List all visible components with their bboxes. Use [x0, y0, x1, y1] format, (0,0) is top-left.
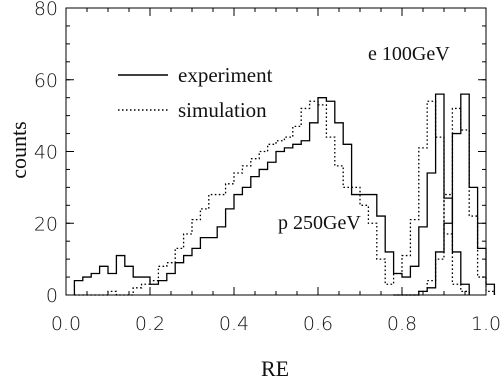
x-tick-label: 0.2 [135, 313, 165, 335]
y-tick-label: 80 [34, 0, 58, 20]
x-axis-ticks: 0.0 0.2 0.4 0.6 0.8 1.0 [51, 8, 501, 335]
x-tick-label: 0.6 [303, 313, 333, 335]
y-axis-label: counts [6, 121, 31, 178]
y-axis-ticks: 0 20 40 60 80 [34, 0, 486, 307]
legend-label-experiment: experiment [178, 63, 273, 87]
x-tick-label: 1.0 [471, 313, 501, 335]
series-line-1 [74, 100, 470, 296]
x-tick-label: 0.0 [51, 313, 81, 335]
legend: experiment simulation [118, 63, 273, 122]
y-tick-label: 0 [46, 285, 58, 307]
y-tick-label: 40 [34, 142, 58, 164]
x-tick-label: 0.4 [219, 313, 249, 335]
x-tick-label: 0.8 [387, 313, 417, 335]
y-tick-label: 60 [34, 70, 58, 92]
series-layer [73, 93, 496, 296]
annotation-electron: e 100GeV [368, 43, 450, 65]
series-line-0 [73, 93, 470, 295]
x-axis-label: RE [261, 356, 289, 381]
annotation-proton: p 250GeV [278, 212, 361, 234]
series-line-2 [393, 93, 496, 296]
y-tick-label: 20 [34, 213, 58, 235]
legend-label-simulation: simulation [178, 98, 267, 122]
